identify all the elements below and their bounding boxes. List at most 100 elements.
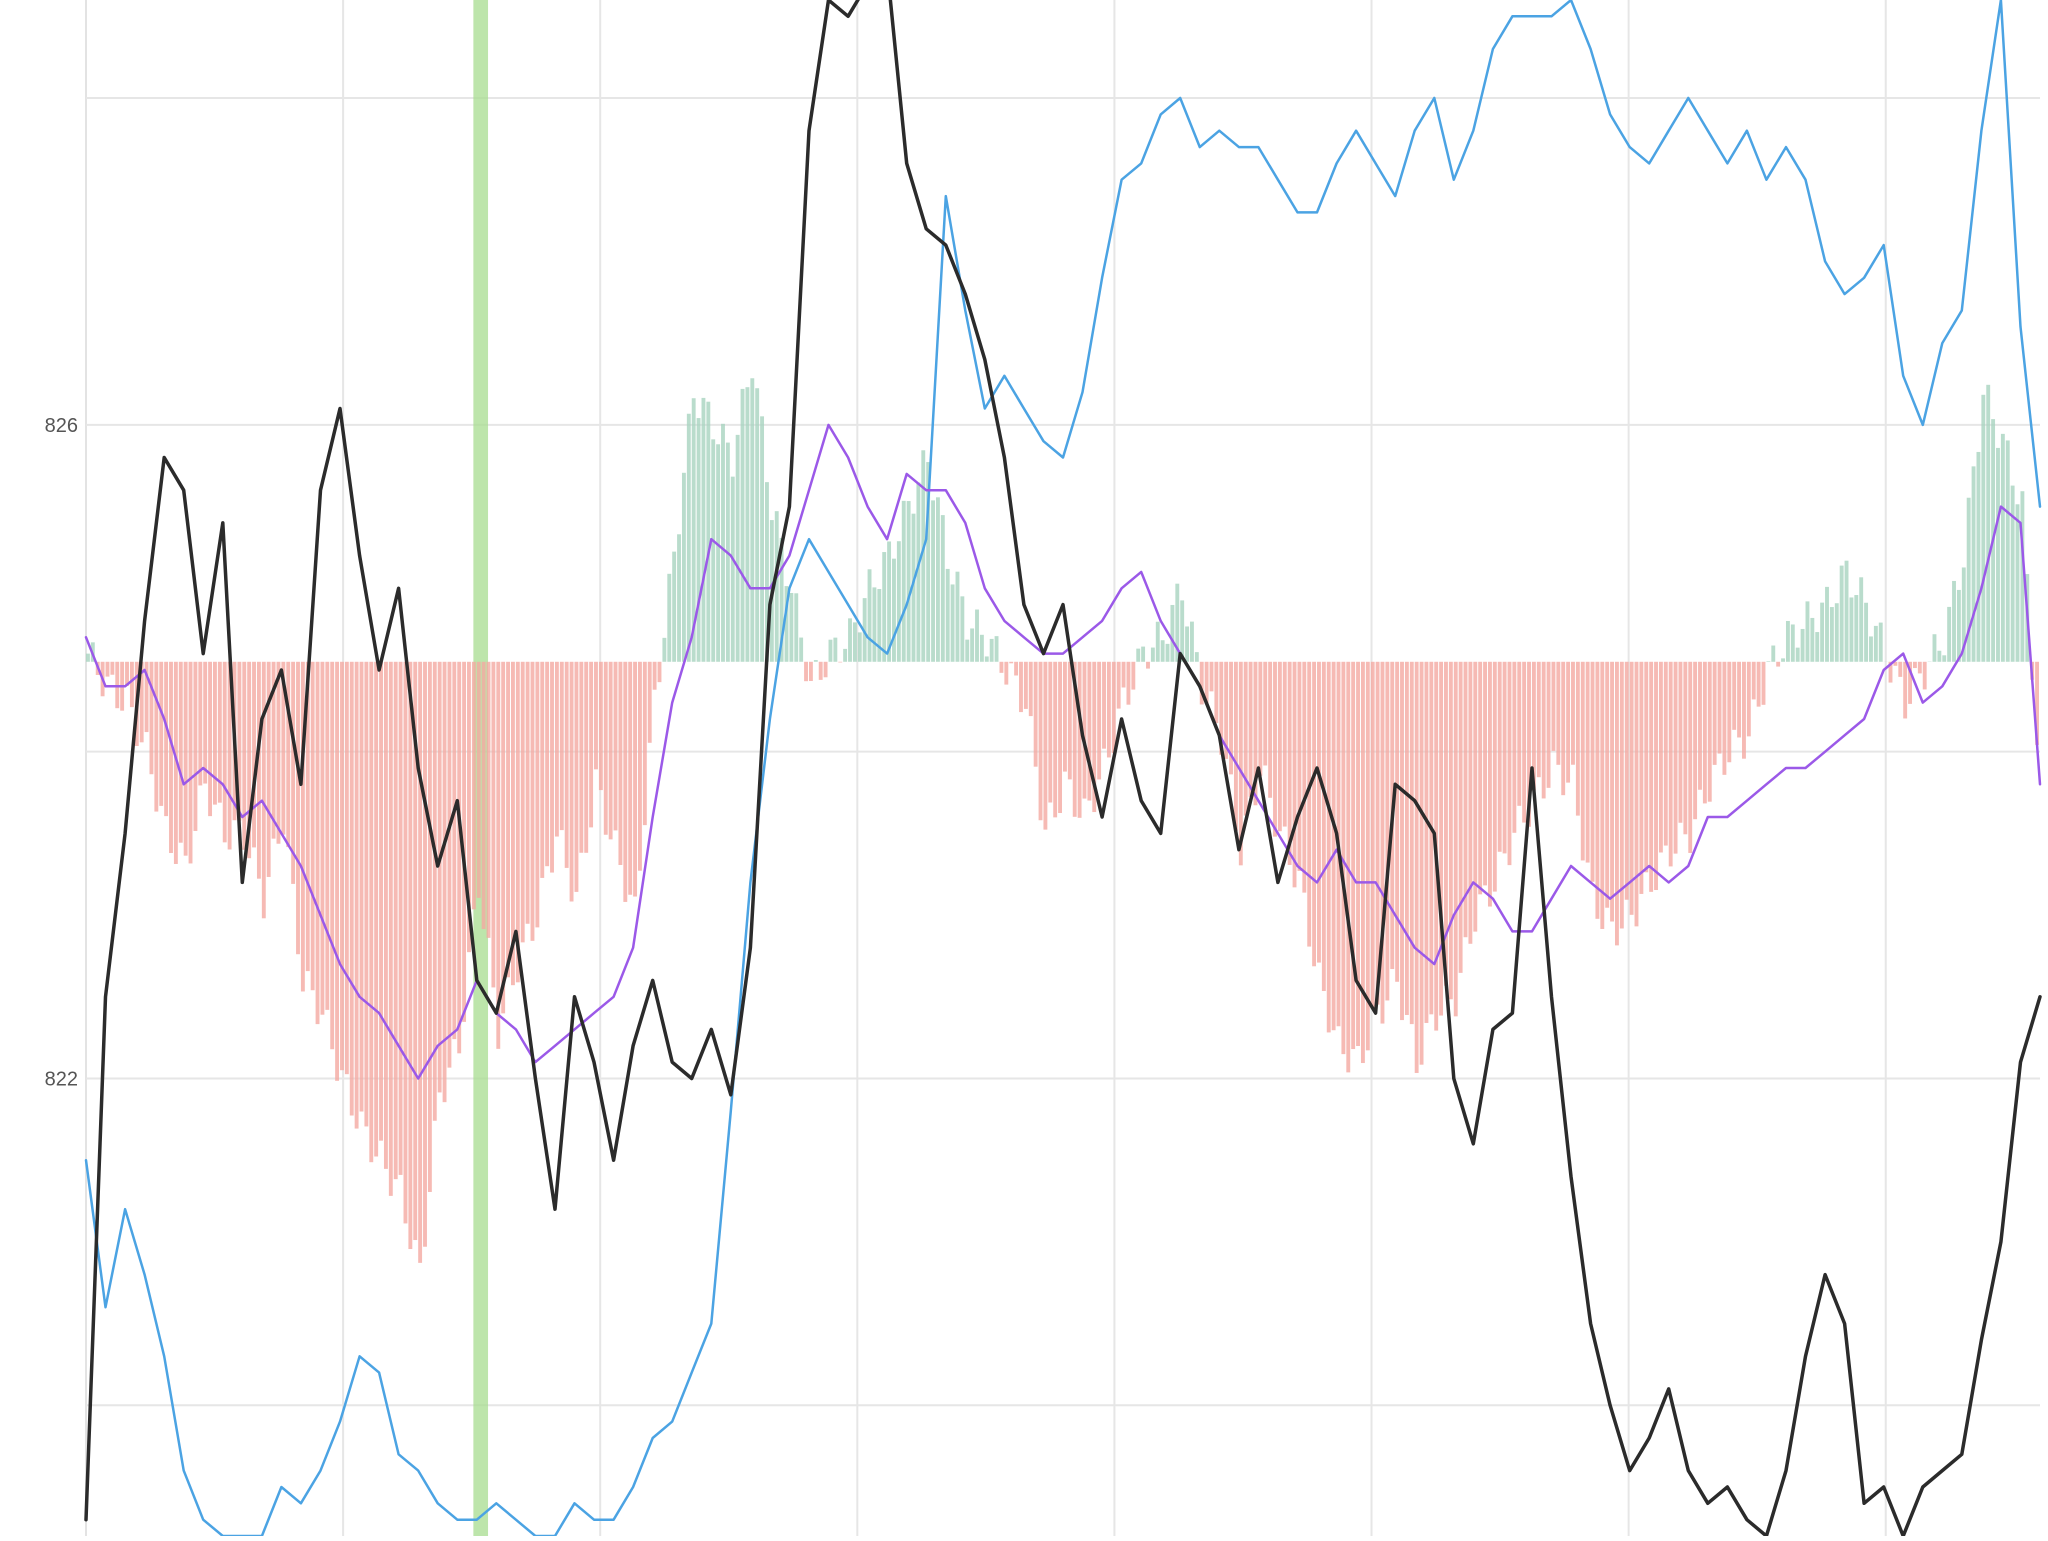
histogram-bar-positive [775,511,779,662]
histogram-bar-positive [970,628,974,661]
histogram-bar-negative [560,662,564,830]
histogram-bar-negative [1508,662,1512,865]
histogram-bar-negative [364,662,368,1127]
histogram-bar-negative [1307,662,1311,947]
histogram-bar-negative [1923,662,1927,690]
histogram-bar-positive [829,640,833,662]
histogram-bar-negative [1366,662,1370,1051]
histogram-bar-negative [1420,662,1424,1065]
histogram-bar-negative [213,662,217,805]
histogram-bar-positive [667,574,671,662]
histogram-bar-negative [1644,662,1648,873]
histogram-bar-positive [1190,622,1194,662]
histogram-bar-negative [1043,662,1047,830]
histogram-bar-negative [1439,662,1443,1016]
histogram-bar-negative [477,662,481,898]
histogram-bar-negative [164,662,168,816]
histogram-bar-positive [1947,607,1951,662]
histogram-bar-negative [1312,662,1316,966]
histogram-bar-negative [242,662,246,850]
histogram-bar-positive [662,638,666,662]
histogram-bar-negative [535,662,539,928]
histogram-bar-positive [2006,440,2010,661]
histogram-bar-negative [443,662,447,1102]
histogram-bar-negative [1210,662,1214,692]
histogram-bar-negative [545,662,549,866]
histogram-bar-negative [360,662,364,1112]
histogram-bar-negative [1713,662,1717,765]
histogram-bar-positive [1986,385,1990,662]
histogram-bar-negative [819,662,823,680]
histogram-bar-negative [1732,662,1736,730]
histogram-bar-negative [457,662,461,1054]
histogram-bar-negative [1703,662,1707,804]
histogram-bar-negative [355,662,359,1129]
histogram-bar-positive [1766,661,1770,662]
histogram-bar-negative [1317,662,1321,963]
histogram-bar-negative [1097,662,1101,780]
histogram-bar-negative [1034,662,1038,767]
histogram-bar-negative [623,662,627,902]
histogram-bar-negative [589,662,593,828]
histogram-bar-positive [1849,597,1853,661]
histogram-bar-positive [1195,652,1199,662]
histogram-bar-positive [1151,648,1155,662]
histogram-bar-negative [570,662,574,902]
histogram-bar-positive [1854,595,1858,662]
histogram-bar-positive [1981,395,1985,662]
histogram-bar-negative [1473,662,1477,932]
histogram-bar-negative [1019,662,1023,712]
histogram-bar-positive [687,414,691,662]
histogram-bar-negative [1014,662,1018,676]
histogram-bar-positive [1791,624,1795,661]
histogram-bar-positive [1166,644,1170,662]
histogram-bar-negative [325,662,329,1010]
histogram-bar-positive [1869,636,1873,661]
histogram-bar-negative [1454,662,1458,1017]
histogram-bar-positive [858,632,862,661]
histogram-bar-negative [1566,662,1570,783]
histogram-bar-negative [1576,662,1580,816]
histogram-bar-positive [1859,577,1863,661]
histogram-bar-negative [110,662,114,675]
histogram-bar-negative [643,662,647,825]
histogram-bar-negative [1478,662,1482,895]
histogram-bar-positive [789,593,793,662]
histogram-bar-negative [1898,662,1902,677]
histogram-bar-negative [491,662,495,988]
histogram-bar-positive [1957,590,1961,662]
histogram-bar-positive [755,388,759,662]
histogram-bar-positive [1952,581,1956,662]
histogram-bar-negative [838,662,842,663]
histogram-bar-negative [1581,662,1585,861]
histogram-bar-negative [594,662,598,770]
histogram-bar-negative [1776,662,1780,667]
histogram-bar-negative [379,662,383,1141]
histogram-bar-positive [1161,640,1165,662]
histogram-bar-positive [736,435,740,662]
histogram-bar-positive [794,593,798,662]
histogram-bar-negative [345,662,349,1074]
histogram-bar-negative [1757,662,1761,707]
histogram-bar-positive [833,638,837,662]
histogram-bar-negative [1468,662,1472,944]
histogram-bar-negative [999,662,1003,673]
histogram-bar-negative [1327,662,1331,1033]
histogram-bar-negative [555,662,559,837]
histogram-bar-negative [130,662,134,707]
histogram-bar-negative [648,662,652,743]
histogram-bar-negative [1488,662,1492,907]
histogram-bar-negative [350,662,354,1116]
histogram-bar-negative [1058,662,1062,813]
histogram-bar-positive [1874,626,1878,662]
histogram-bar-positive [1820,603,1824,662]
histogram-bar-negative [550,662,554,873]
histogram-bar-positive [716,444,720,662]
histogram-bar-negative [1122,662,1126,688]
histogram-bar-negative [1131,662,1135,690]
histogram-bar-negative [184,662,188,856]
histogram-bar-positive [936,497,940,661]
histogram-bar-negative [1737,662,1741,738]
histogram-bar-positive [682,473,686,662]
